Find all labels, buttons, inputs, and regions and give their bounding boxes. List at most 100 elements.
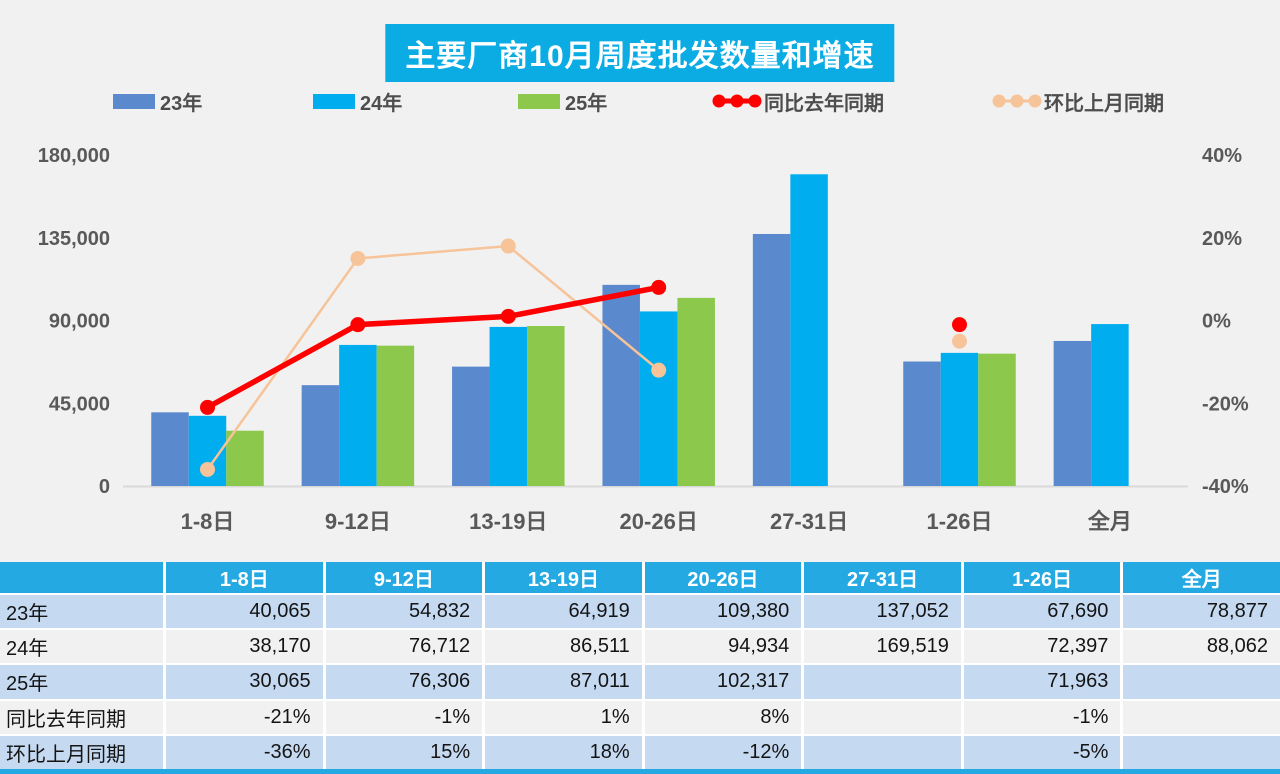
bar-24年-9-12日 xyxy=(339,344,377,486)
point-同比去年同期-1-8日 xyxy=(200,399,215,415)
bar-25年-20-26日 xyxy=(677,297,715,486)
table-cell: 78,877 xyxy=(1123,595,1280,629)
legend-item-25: 25年 xyxy=(518,88,608,115)
table-row-label: 25年 xyxy=(0,665,163,699)
bar-23年-全月 xyxy=(1053,340,1092,486)
table-row-label: 同比去年同期 xyxy=(0,700,163,734)
table-cell: 76,712 xyxy=(325,630,483,664)
table-cell xyxy=(1123,665,1280,699)
table-header-cell: 27-31日 xyxy=(804,562,961,593)
bar-23年-20-26日 xyxy=(602,284,640,486)
legend-item-23: 23年 xyxy=(113,88,202,115)
bar-swatch-24-icon xyxy=(313,93,355,109)
left-axis-tick: 45,000 xyxy=(49,393,110,415)
table-cell: 88,062 xyxy=(1123,630,1280,664)
table-header-cell: 9-12日 xyxy=(325,562,483,593)
x-axis-label: 1-8日 xyxy=(181,509,235,534)
x-axis-label: 9-12日 xyxy=(325,509,391,534)
legend-label: 25年 xyxy=(565,92,608,115)
bar-25年-1-8日 xyxy=(226,430,264,486)
left-axis-tick: 180,000 xyxy=(38,145,110,167)
table-cell: 40,065 xyxy=(166,595,323,629)
table-cell: -21% xyxy=(166,700,323,734)
point-同比去年同期-13-19日 xyxy=(500,308,516,324)
bar-23年-1-8日 xyxy=(151,412,189,486)
table-cell: 1% xyxy=(485,700,642,734)
bar-25年-1-26日 xyxy=(978,353,1016,486)
bar-24年-全月 xyxy=(1091,324,1129,486)
right-axis-tick: 20% xyxy=(1202,228,1242,250)
table-row-label: 环比上月同期 xyxy=(0,735,163,769)
point-环比上月同期-1-8日 xyxy=(200,461,215,477)
x-axis-label: 全月 xyxy=(1087,509,1132,534)
table-cell: 18% xyxy=(485,735,642,769)
legend-label: 环比上月同期 xyxy=(1044,92,1164,115)
line-marker-red-icon xyxy=(712,94,762,108)
point-同比去年同期-20-26日 xyxy=(651,279,667,295)
table-cell: 76,306 xyxy=(325,665,483,699)
legend-item-24: 24年 xyxy=(313,88,403,115)
legend-item-mom: 环比上月同期 xyxy=(992,88,1164,115)
table-cell: 64,919 xyxy=(485,595,642,629)
table-cell: 71,963 xyxy=(963,665,1121,699)
x-axis-label: 27-31日 xyxy=(770,509,848,534)
table-header-cell: 13-19日 xyxy=(485,562,642,593)
table-cell: 54,832 xyxy=(325,595,483,629)
bar-23年-27-31日 xyxy=(752,233,791,486)
table-cell xyxy=(804,735,961,769)
bar-25年-9-12日 xyxy=(376,345,415,486)
x-axis-label: 20-26日 xyxy=(620,509,698,534)
line-同比去年同期 xyxy=(206,284,660,410)
table-header-cell xyxy=(0,562,163,593)
table-cell: -1% xyxy=(963,700,1121,734)
table-cell: 87,011 xyxy=(485,665,642,699)
table-cell: 102,317 xyxy=(644,665,802,699)
left-axis-tick: 90,000 xyxy=(49,311,110,333)
bar-swatch-25-icon xyxy=(518,93,560,109)
table-header-cell: 全月 xyxy=(1123,562,1280,593)
table-cell: -36% xyxy=(166,735,323,769)
data-table: 1-8日 9-12日 13-19日 20-26日 27-31日 1-26日 全月 23年 40,… xyxy=(0,562,1280,769)
table-cell: -5% xyxy=(963,735,1121,769)
table-row-label: 23年 xyxy=(0,595,163,629)
bar-23年-1-26日 xyxy=(903,361,941,486)
legend-item-yoy: 同比去年同期 xyxy=(712,88,884,115)
right-axis-tick: -40% xyxy=(1202,476,1249,498)
point-环比上月同期-1-26日 xyxy=(952,333,967,349)
right-axis-tick: -20% xyxy=(1202,393,1249,415)
bar-swatch-23-icon xyxy=(113,93,155,109)
table-header-cell: 20-26日 xyxy=(644,562,802,593)
left-axis-tick: 0 xyxy=(99,476,110,498)
table-cell: 72,397 xyxy=(963,630,1121,664)
table-cell xyxy=(804,665,961,699)
bar-23年-13-19日 xyxy=(452,366,490,486)
table-cell xyxy=(1123,735,1280,769)
bar-25年-13-19日 xyxy=(527,325,565,486)
table-row-label: 24年 xyxy=(0,630,163,664)
line-marker-peach-icon xyxy=(992,94,1042,108)
table-cell xyxy=(804,700,961,734)
point-同比去年同期-9-12日 xyxy=(350,317,366,333)
table-cell: 8% xyxy=(644,700,802,734)
chart-title: 主要厂商10月周度批发数量和增速 xyxy=(385,24,895,82)
line-环比上月同期 xyxy=(206,244,660,471)
bar-24年-20-26日 xyxy=(639,311,678,486)
table-bottom-strip xyxy=(0,769,1280,774)
table-cell: 169,519 xyxy=(804,630,961,664)
table-cell xyxy=(1123,700,1280,734)
table-cell: 15% xyxy=(325,735,483,769)
point-环比上月同期-13-19日 xyxy=(500,238,516,254)
table-cell: 30,065 xyxy=(166,665,323,699)
bar-24年-13-19日 xyxy=(489,326,528,486)
point-环比上月同期-20-26日 xyxy=(651,362,667,378)
left-axis-tick: 135,000 xyxy=(38,228,110,250)
right-axis-tick: 0% xyxy=(1202,311,1231,333)
point-同比去年同期-1-26日 xyxy=(952,317,967,333)
legend-label: 24年 xyxy=(360,92,403,115)
table-cell: 94,934 xyxy=(644,630,802,664)
table-header-cell: 1-26日 xyxy=(963,562,1121,593)
bar-23年-9-12日 xyxy=(301,385,340,486)
x-axis-label: 13-19日 xyxy=(469,509,547,534)
table-cell: 86,511 xyxy=(485,630,642,664)
